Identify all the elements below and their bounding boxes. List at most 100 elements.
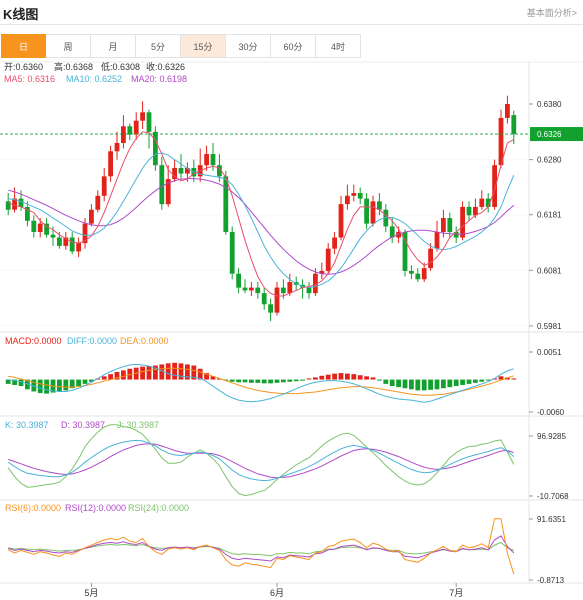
candle-body	[377, 201, 382, 210]
ma10-label: MA10: 0.6252	[66, 74, 122, 84]
candle-body	[217, 165, 222, 177]
candle-body	[121, 126, 126, 143]
tab-1[interactable]: 周	[46, 34, 91, 58]
macd-bar	[101, 376, 107, 380]
macd-bar	[89, 379, 94, 382]
candle-body	[332, 237, 337, 249]
macd-bar	[37, 379, 43, 394]
candle-body	[140, 112, 145, 121]
high-label: 高:0.6368	[54, 61, 93, 72]
rsi6-label: RSI(6):0.0000	[5, 503, 61, 513]
tab-2[interactable]: 月	[91, 34, 136, 58]
plot-area: 0.6380 0.6280 0.6181 0.6081 0.5981 0.6326 0.00…	[0, 95, 583, 598]
macd-bar	[460, 379, 465, 385]
candle-body	[25, 206, 30, 221]
candle-body	[383, 209, 389, 227]
candle-body	[396, 231, 401, 238]
tab-6[interactable]: 60分	[271, 34, 316, 58]
macd-bar	[338, 373, 344, 380]
current-price-tag	[530, 127, 583, 142]
macd-bar	[172, 362, 177, 380]
candle-body	[178, 167, 184, 174]
macd-bar	[18, 379, 24, 387]
ma20-label: MA20: 0.6198	[131, 74, 187, 84]
macd-bar	[153, 365, 158, 380]
candle-body	[370, 201, 376, 224]
candle-body	[114, 142, 120, 152]
macd-bar	[351, 374, 357, 380]
macd-bar	[428, 379, 433, 390]
candle-body	[453, 231, 459, 238]
macd-bar	[76, 379, 81, 387]
candle-body	[460, 206, 465, 238]
candle-body	[185, 167, 190, 174]
rsi12-label: RSI(12):0.0000	[65, 503, 126, 513]
tab-0[interactable]: 日	[1, 34, 46, 58]
macd-bar	[325, 374, 331, 380]
candle-body	[242, 287, 248, 291]
candle-body	[447, 218, 453, 232]
low-label: 低:0.6308	[101, 61, 140, 72]
candle-body	[223, 176, 229, 232]
candle-body	[281, 287, 286, 294]
header: K线图 基本面分析>	[0, 0, 583, 25]
candle-body	[473, 206, 478, 216]
macd-bar	[261, 379, 267, 384]
fundamental-analysis-link[interactable]: 基本面分析>	[526, 8, 577, 18]
macd-bar	[345, 373, 350, 380]
candle-body	[159, 165, 165, 205]
candle-body	[345, 195, 350, 205]
macd-bar	[127, 368, 133, 380]
candle-body	[261, 293, 267, 305]
candle-body	[511, 115, 517, 135]
candle-body	[485, 198, 491, 207]
rsi24-line	[8, 541, 514, 557]
candle-body	[389, 226, 395, 238]
candle-body	[57, 237, 62, 246]
candle-body	[409, 270, 414, 274]
macd-bar	[505, 377, 510, 380]
macd-bar	[217, 378, 222, 380]
candle-body	[108, 151, 113, 177]
macd-bar	[57, 379, 62, 392]
tab-3[interactable]: 5分	[136, 34, 181, 58]
candle-body	[287, 282, 293, 294]
x-tick-label: 5月	[84, 588, 98, 598]
macd-bar	[255, 379, 261, 383]
y-tick-label: 96.9285	[537, 432, 566, 441]
tab-5[interactable]: 30分	[226, 34, 271, 58]
y-tick-label: -0.0060	[537, 408, 565, 417]
macd-bar	[242, 379, 248, 383]
candle-body	[325, 248, 331, 271]
macd-bar	[293, 379, 299, 382]
candle-body	[50, 234, 56, 238]
macd-bar	[133, 367, 139, 380]
macd-label: MACD:0.0000	[5, 336, 62, 346]
current-price-label: 0.6326	[537, 130, 562, 139]
macd-bar	[357, 375, 363, 380]
ma10-line	[8, 152, 515, 289]
macd-bar	[197, 368, 203, 380]
tab-4[interactable]: 15分	[181, 34, 226, 58]
dea-label: DEA:0.0000	[120, 336, 169, 346]
macd-bar	[268, 379, 273, 384]
diff-line	[8, 363, 514, 403]
rsi6-line	[7, 518, 515, 575]
macd-bar	[306, 378, 312, 380]
macd-bar	[236, 379, 241, 383]
macd-bar	[319, 375, 325, 380]
macd-bar	[479, 379, 485, 382]
macd-bar	[313, 377, 318, 380]
macd-bar	[140, 366, 145, 380]
macd-bar	[498, 376, 504, 380]
tab-7[interactable]: 4时	[316, 34, 361, 58]
macd-bar	[421, 379, 427, 391]
dea-line	[8, 367, 514, 396]
x-tick-label: 7月	[449, 588, 463, 598]
k-line	[7, 439, 515, 482]
candle-body	[133, 120, 139, 135]
candle-body	[498, 117, 504, 166]
candle-body	[492, 165, 497, 207]
candle-body	[18, 198, 24, 207]
candle-body	[313, 273, 318, 294]
